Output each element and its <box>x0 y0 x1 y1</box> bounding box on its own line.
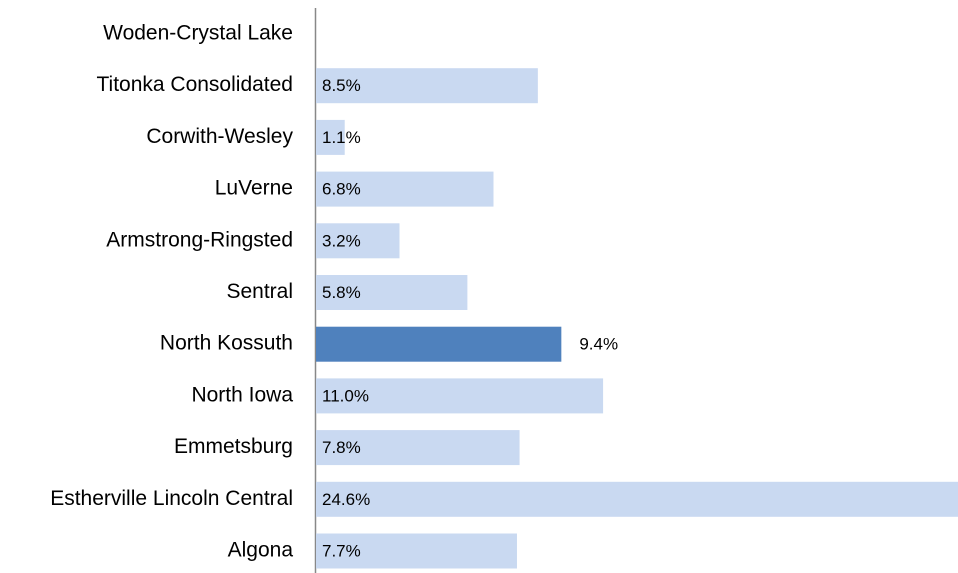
category-label: Emmetsburg <box>174 435 293 458</box>
value-label: 8.5% <box>322 76 361 95</box>
value-label: 1.1% <box>322 128 361 147</box>
category-label: North Kossuth <box>160 332 293 355</box>
category-label: LuVerne <box>215 177 293 200</box>
bar <box>316 223 400 259</box>
bar <box>316 430 520 466</box>
value-label: 9.4% <box>579 335 618 354</box>
value-label: 5.8% <box>322 283 361 302</box>
bar <box>316 533 517 569</box>
value-label: 7.8% <box>322 438 361 457</box>
bar <box>316 68 538 104</box>
value-label: 11.0% <box>322 386 369 405</box>
bar <box>316 171 494 207</box>
bar <box>316 481 958 517</box>
category-label: Corwith-Wesley <box>146 125 293 148</box>
bar <box>316 275 468 310</box>
value-label: 6.8% <box>322 180 361 199</box>
value-label: 24.6% <box>322 490 370 509</box>
category-label: North Iowa <box>191 383 293 406</box>
bar <box>316 378 604 414</box>
value-label: 3.2% <box>322 231 361 250</box>
bar <box>316 119 345 155</box>
bar <box>316 326 562 362</box>
category-label: Armstrong-Ringsted <box>106 228 293 251</box>
category-label: Algona <box>228 539 294 562</box>
value-label: 7.7% <box>322 541 361 560</box>
category-label: Woden-Crystal Lake <box>103 22 293 45</box>
category-label: Sentral <box>226 280 293 303</box>
category-label: Estherville Lincoln Central <box>50 487 293 510</box>
category-label: Titonka Consolidated <box>96 73 293 96</box>
